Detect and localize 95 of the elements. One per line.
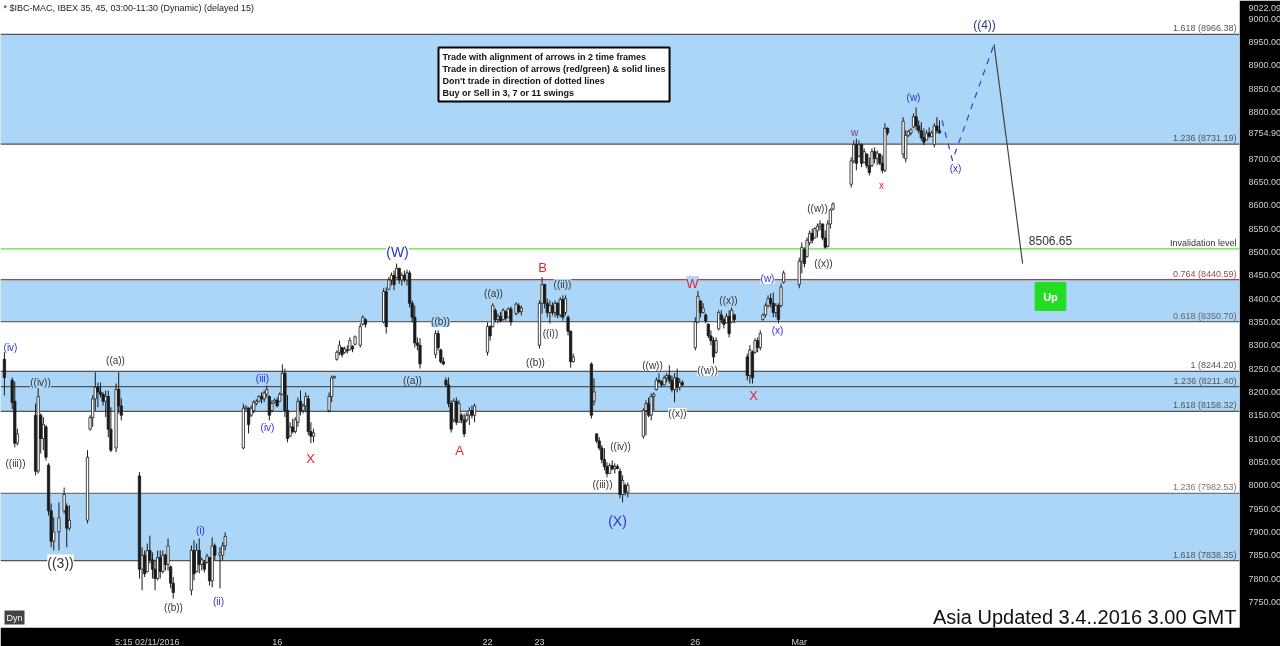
annotation: Up: [1043, 290, 1059, 303]
candlestick: [2, 351, 6, 397]
y-tick-label: 8600.00: [1248, 200, 1280, 211]
x-tick-label: Mar: [791, 636, 807, 646]
annotation: (x): [949, 163, 962, 174]
y-tick-label: 8500.00: [1248, 246, 1280, 257]
annotation: (i): [196, 525, 205, 536]
x-tick-label: 23: [534, 636, 545, 646]
annotation: X: [306, 451, 316, 466]
annotation: Buy or Sell in 3, 7 or 11 swings: [442, 87, 575, 98]
chart-title: * $IBC-MAC, IBEX 35, 45, 03:00-11:30 (Dynamic) (delayed 15): [3, 2, 254, 13]
y-tick-label: 8250.00: [1248, 363, 1280, 374]
y-tick-label: 8650.00: [1248, 176, 1280, 187]
y-tick-label: 8900.00: [1248, 60, 1280, 71]
ref-line-label: Invalidation level: [1169, 237, 1237, 248]
annotation: x: [879, 180, 884, 191]
annotation: ((b)): [526, 357, 545, 368]
annotation: Trade in direction of arrows (red/green) & solid lines: [442, 63, 666, 74]
annotation: ((x)): [814, 258, 833, 269]
annotation: w: [849, 127, 859, 138]
y-tick-label: 8150.00: [1248, 410, 1280, 421]
annotation: (X): [608, 512, 627, 529]
annotation: ((x)): [719, 295, 738, 306]
y-tick-label: 8400.00: [1248, 293, 1280, 304]
annotation: A: [455, 443, 465, 458]
annotation: 8506.65: [1028, 234, 1073, 248]
ref-line-label: 1.618 (8158.32): [1172, 400, 1237, 411]
candlestick: [649, 392, 653, 421]
annotation: ((w)): [642, 360, 663, 371]
y-tick-label: 8300.00: [1248, 340, 1280, 351]
annotation: (iii): [255, 373, 270, 384]
y-tick-label: 8100.00: [1248, 433, 1280, 444]
annotation: ((a)): [484, 288, 503, 299]
y-tick-label: 9000.00: [1248, 13, 1280, 24]
ref-line-label: 1 (8244.20): [1190, 360, 1237, 371]
x-tick-label: 16: [272, 636, 283, 646]
annotation: (iv): [260, 422, 275, 433]
y-tick-label: 8950.00: [1248, 37, 1280, 48]
annotation: (w): [760, 273, 775, 284]
annotation: (x): [771, 325, 784, 336]
annotation: (ii): [212, 596, 225, 607]
annotation: Don't trade in direction of dotted lines: [442, 75, 605, 86]
ref-line-label: 0.764 (8440.59): [1172, 268, 1237, 279]
y-tick-label: 7800.00: [1248, 573, 1280, 584]
y-tick-label: 8700.00: [1248, 153, 1280, 164]
ref-line-label: 1.236 (8211.40): [1173, 375, 1237, 386]
ref-line-label: 1.618 (8966.38): [1172, 23, 1237, 34]
annotation: ((iv)): [30, 377, 51, 388]
ref-line-label: 1.236 (8731.19): [1172, 133, 1237, 144]
annotation: B: [538, 260, 547, 275]
annotation: ((ii)): [553, 279, 572, 290]
line-series: [993, 43, 1024, 265]
annotation: ((w)): [807, 203, 828, 214]
candlestick: [57, 501, 61, 552]
y-tick-label: 8550.00: [1248, 223, 1280, 234]
y-tick-label: 8200.00: [1248, 386, 1280, 397]
annotation: Asia Updated 3.4..2016 3.00 GMT: [932, 605, 1237, 628]
ref-line-label: 1.236 (7982.53): [1172, 482, 1237, 493]
annotation: (iv): [3, 342, 18, 353]
annotation: ((b)): [431, 316, 450, 327]
annotation: ((4)): [973, 17, 996, 32]
y-tick-label: 8350.00: [1248, 316, 1280, 327]
y-tick-label: 8850.00: [1248, 83, 1280, 94]
annotation: ((b)): [164, 602, 183, 613]
y-tick-label: 8050.00: [1248, 456, 1280, 467]
annotation: ((iv)): [610, 441, 631, 452]
ref-line-label: 0.618 (8350.70): [1172, 310, 1237, 321]
annotation: Trade with alignment of arrows in 2 time frames: [442, 51, 647, 62]
y-tick-label: 8800.00: [1248, 107, 1280, 117]
y-tick-label: 7750.00: [1248, 596, 1280, 607]
y-tick-label: 8450.00: [1248, 270, 1280, 281]
annotation: ((iii)): [592, 479, 613, 490]
x-tick-label: 22: [482, 636, 493, 646]
annotation: ((i)): [542, 328, 559, 339]
annotation: X: [749, 388, 759, 403]
annotation: ((a)): [403, 375, 422, 386]
annotation: (w): [906, 92, 921, 103]
y-tick-label: 7850.00: [1248, 550, 1280, 561]
annotation: Dyn: [6, 612, 23, 623]
ref-line-label: 1.618 (7838.35): [1172, 549, 1237, 560]
y-tick-label: 9022.09: [1248, 3, 1280, 14]
candlestick: [472, 403, 477, 423]
x-tick-label: 26: [690, 636, 701, 646]
y-tick-label: 7900.00: [1248, 526, 1280, 537]
annotation: (W): [386, 243, 409, 260]
annotation: ((a)): [106, 355, 125, 366]
y-tick-label: 7950.00: [1248, 503, 1280, 514]
annotation: ((3)): [47, 554, 74, 571]
annotation: ((iii)): [5, 458, 26, 469]
annotation: W: [686, 276, 700, 291]
annotation: ((x)): [668, 408, 687, 419]
annotation: ((w)): [697, 365, 718, 376]
y-tick-label: 8754.90: [1248, 128, 1280, 139]
y-tick-label: 8000.00: [1248, 480, 1280, 491]
x-tick-label: 5:15 02/11/2016: [115, 636, 180, 646]
